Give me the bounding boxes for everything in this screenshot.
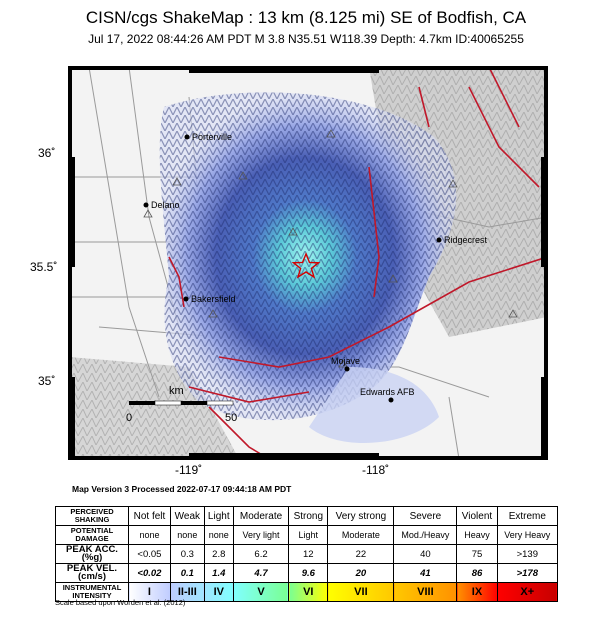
intensity-legend: PERCEIVED SHAKING Not felt Weak Light Mo…: [55, 506, 559, 602]
scale-start: 0: [126, 412, 132, 424]
intensity-cell: VII: [327, 582, 395, 602]
legend-cell: none: [128, 525, 171, 545]
legend-cell: none: [169, 525, 205, 545]
lon-tick-118: -118˚: [362, 463, 390, 477]
legend-header: PEAK ACC.(%g): [55, 544, 129, 564]
legend-cell: none: [203, 525, 234, 545]
legend-header: PEAK VEL.(cm/s): [55, 563, 129, 583]
legend-cell: >139: [496, 544, 559, 564]
legend-cell: Very Heavy: [496, 525, 559, 545]
legend-cell: 4.7: [232, 563, 290, 583]
frame-ticks: [69, 67, 547, 459]
legend-cell: 41: [393, 563, 458, 583]
lon-tick-119: -119˚: [175, 463, 203, 477]
intensity-cell: IV: [203, 582, 234, 602]
legend-cell: Extreme: [496, 506, 559, 526]
map-title: CISN/cgs ShakeMap : 13 km (8.125 mi) SE …: [85, 8, 527, 27]
city-label: Delano: [151, 200, 180, 210]
legend-cell: 20: [327, 563, 395, 583]
scale-end: 50: [225, 412, 237, 424]
legend-cell: Very strong: [327, 506, 395, 526]
stations: [143, 129, 518, 368]
legend-header: POTENTIAL DAMAGE: [55, 525, 129, 545]
lat-tick-36: 36˚: [38, 146, 56, 160]
cities: Porterville Delano Ridgecrest Bakersfiel…: [143, 132, 488, 403]
legend-cell: Moderate: [232, 506, 290, 526]
legend-cell: Severe: [393, 506, 458, 526]
intensity-cell: IX: [456, 582, 498, 602]
legend-row-shaking: PERCEIVED SHAKING Not felt Weak Light Mo…: [55, 506, 559, 526]
epicenter-star-icon: [291, 252, 321, 279]
city-label: Edwards AFB: [360, 387, 415, 397]
legend-row-damage: POTENTIAL DAMAGE none none none Very lig…: [55, 525, 559, 545]
intensity-cell: VIII: [393, 582, 458, 602]
legend-header: INSTRUMENTAL INTENSITY: [55, 582, 129, 602]
event-details: Jul 17, 2022 08:44:26 AM PDT M 3.8 N35.5…: [88, 32, 524, 46]
legend-cell: Violent: [456, 506, 498, 526]
legend-cell: <0.02: [128, 563, 171, 583]
legend-cell: 6.2: [232, 544, 290, 564]
legend-cell: <0.05: [128, 544, 171, 564]
legend-cell: 1.4: [203, 563, 234, 583]
legend-row-intensity: INSTRUMENTAL INTENSITY I II-III IV V VI …: [55, 582, 559, 602]
legend-cell: Very light: [232, 525, 290, 545]
legend-row-acc: PEAK ACC.(%g) <0.05 0.3 2.8 6.2 12 22 40…: [55, 544, 559, 564]
city-label: Ridgecrest: [444, 235, 488, 245]
scale-unit: km: [169, 385, 184, 397]
intensity-relief: [159, 92, 457, 421]
legend-cell: >178: [496, 563, 559, 583]
city-label: Mojave: [331, 356, 360, 366]
intensity-cell: VI: [288, 582, 329, 602]
intensity-cell: I: [128, 582, 171, 602]
legend-cell: Not felt: [128, 506, 171, 526]
intensity-cell: X+: [496, 582, 559, 602]
legend-cell: 75: [456, 544, 498, 564]
legend-cell: Moderate: [327, 525, 395, 545]
legend-cell: 0.1: [169, 563, 205, 583]
legend-cell: Strong: [288, 506, 329, 526]
map-version: Map Version 3 Processed 2022-07-17 09:44…: [72, 484, 292, 494]
intensity-fringe: [309, 367, 439, 444]
city-label: Bakersfield: [191, 294, 236, 304]
legend-cell: 0.3: [169, 544, 205, 564]
shakemap: Porterville Delano Ridgecrest Bakersfiel…: [68, 66, 548, 460]
legend-cell: Light: [203, 506, 234, 526]
lat-tick-35: 35˚: [38, 374, 56, 388]
legend-cell: 22: [327, 544, 395, 564]
scale-bar: km 0 50: [126, 385, 237, 424]
intensity-cell: V: [232, 582, 290, 602]
legend-cell: Heavy: [456, 525, 498, 545]
legend-cell: Light: [288, 525, 329, 545]
legend-cell: 9.6: [288, 563, 329, 583]
intensity-cell: II-III: [169, 582, 205, 602]
scale-note: Scale based upon Worden et al. (2012): [55, 598, 186, 607]
legend-cell: Weak: [169, 506, 205, 526]
legend-cell: 40: [393, 544, 458, 564]
shakemap-svg: Porterville Delano Ridgecrest Bakersfiel…: [69, 67, 547, 459]
city-label: Porterville: [192, 132, 232, 142]
legend-cell: Mod./Heavy: [393, 525, 458, 545]
legend-cell: 2.8: [203, 544, 234, 564]
legend-row-vel: PEAK VEL.(cm/s) <0.02 0.1 1.4 4.7 9.6 20…: [55, 563, 559, 583]
legend-cell: 12: [288, 544, 329, 564]
legend-header: PERCEIVED SHAKING: [55, 506, 129, 526]
legend-cell: 86: [456, 563, 498, 583]
lat-tick-35-5: 35.5˚: [30, 260, 58, 274]
